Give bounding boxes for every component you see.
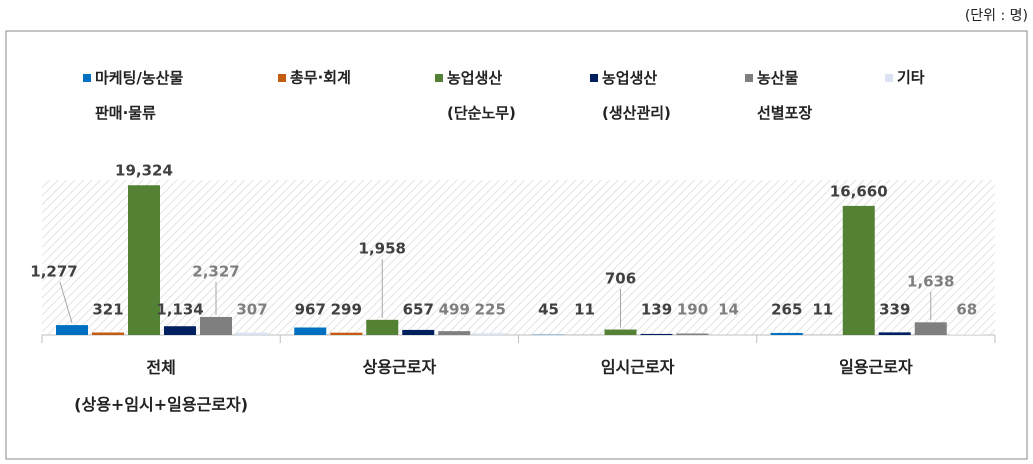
bar	[640, 333, 673, 335]
frame	[5, 30, 1028, 460]
data-label: 225	[475, 301, 506, 319]
bar	[842, 205, 875, 335]
bar	[164, 326, 196, 335]
data-label: 307	[236, 301, 267, 319]
unit-label: (단위 : 명)	[965, 8, 1028, 24]
plot-area	[42, 180, 995, 335]
data-label: 1,277	[30, 263, 77, 281]
bar	[914, 322, 947, 335]
data-label: 14	[718, 301, 739, 319]
legend-label: 농업생산 (생산관리)	[602, 69, 671, 122]
data-label: 1,134	[156, 301, 203, 319]
legend-label: 기타	[897, 69, 925, 87]
bar	[604, 329, 637, 335]
data-label: 11	[812, 301, 833, 319]
legend-marker	[745, 74, 753, 82]
legend-marker	[885, 74, 893, 82]
data-label: 16,660	[830, 182, 888, 200]
legend-label: 마케팅/농산물 판매·물류	[95, 69, 183, 122]
bar	[402, 329, 435, 335]
bar	[236, 332, 268, 335]
data-label: 499	[439, 301, 470, 319]
x-tick-label: 상용근로자	[363, 358, 437, 377]
data-label: 339	[879, 301, 910, 319]
bar	[294, 327, 327, 335]
x-tick-label: 일용근로자	[839, 358, 913, 377]
bar	[330, 332, 363, 335]
legend-label: 총무·회계	[290, 69, 351, 87]
data-label: 706	[605, 270, 636, 288]
bar	[474, 333, 507, 335]
data-label: 2,327	[192, 263, 239, 281]
bar	[200, 316, 232, 335]
legend-marker	[83, 74, 91, 82]
bar	[366, 319, 399, 335]
legend-label: 농산물 선별포장	[757, 69, 812, 122]
bar	[56, 325, 88, 335]
data-label: 19,324	[115, 162, 173, 180]
legend-marker	[278, 74, 286, 82]
bar	[676, 333, 709, 335]
bar	[128, 185, 160, 335]
x-tick-label: 임시근로자	[601, 358, 675, 377]
data-label: 299	[331, 301, 362, 319]
legend-label: 농업생산 (단순노무)	[447, 69, 516, 122]
data-label: 657	[403, 301, 434, 319]
legend-marker	[590, 74, 598, 82]
bar	[878, 332, 911, 335]
leader-line	[59, 281, 73, 324]
data-label: 45	[538, 301, 559, 319]
data-label: 1,638	[907, 273, 954, 291]
data-label: 1,958	[359, 240, 406, 258]
bar	[438, 331, 471, 335]
bar	[950, 334, 983, 335]
bar	[770, 332, 803, 335]
legend-marker	[435, 74, 443, 82]
data-label: 321	[92, 301, 123, 319]
data-label: 139	[641, 301, 672, 319]
data-label: 967	[295, 301, 326, 319]
data-label: 265	[771, 301, 802, 319]
data-label: 190	[677, 301, 708, 319]
data-label: 11	[574, 301, 595, 319]
x-tick-label: 전체 (상용+임시+일용근로자)	[74, 358, 248, 414]
data-label: 68	[956, 301, 977, 319]
bar	[92, 332, 124, 335]
